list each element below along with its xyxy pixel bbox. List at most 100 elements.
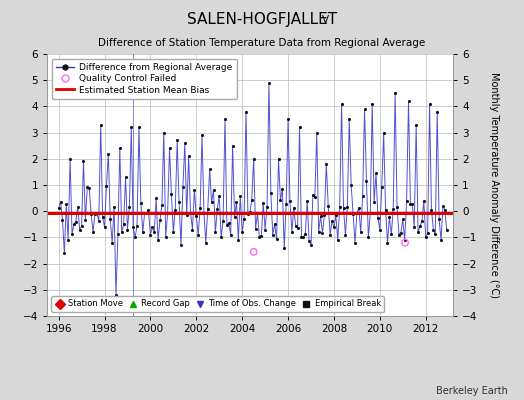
Point [362, 178, 370, 184]
Point [330, 224, 338, 230]
Point [225, 220, 233, 226]
Point [414, 229, 422, 235]
Point [137, 200, 145, 206]
Point [116, 145, 124, 152]
Point [152, 195, 160, 202]
Text: V: V [322, 15, 329, 25]
Point [119, 221, 128, 228]
Point [383, 240, 391, 246]
Point [54, 205, 63, 211]
Point [181, 140, 189, 146]
Point [208, 199, 216, 206]
Point [291, 223, 300, 230]
Point [368, 100, 376, 107]
Text: Berkeley Earth: Berkeley Earth [436, 386, 508, 396]
Point [73, 204, 82, 210]
Point [309, 191, 317, 198]
Point [140, 210, 149, 216]
Point [89, 229, 97, 235]
Point [161, 234, 170, 240]
Point [247, 197, 256, 203]
Point [150, 229, 158, 235]
Point [135, 124, 143, 130]
Point [234, 237, 243, 243]
Point [427, 206, 435, 213]
Text: Difference of Station Temperature Data from Regional Average: Difference of Station Temperature Data f… [99, 38, 425, 48]
Point [335, 204, 344, 210]
Point [72, 218, 80, 225]
Point [361, 106, 369, 112]
Point [110, 204, 118, 210]
Point [259, 200, 267, 206]
Point [171, 206, 179, 213]
Point [166, 145, 174, 152]
Point [320, 212, 329, 218]
Point [381, 207, 390, 213]
Point [286, 198, 294, 204]
Point [104, 150, 113, 157]
Point [429, 226, 438, 233]
Point [410, 224, 419, 230]
Point [425, 100, 434, 107]
Point [443, 227, 451, 233]
Point [231, 214, 239, 220]
Point [209, 187, 217, 193]
Point [138, 229, 147, 235]
Point [351, 240, 359, 246]
Point [284, 116, 292, 123]
Point [412, 122, 420, 128]
Point [278, 186, 287, 193]
Point [205, 166, 214, 172]
Point [324, 202, 332, 209]
Point [312, 129, 321, 136]
Point [328, 218, 336, 224]
Point [156, 217, 164, 224]
Point [370, 199, 378, 205]
Point [389, 206, 397, 212]
Point [215, 193, 223, 199]
Point [399, 216, 407, 222]
Point [265, 80, 273, 86]
Point [401, 240, 409, 246]
Point [64, 236, 72, 243]
Point [219, 218, 227, 224]
Point [203, 206, 212, 212]
Point [93, 210, 101, 216]
Point [420, 198, 428, 204]
Point [143, 210, 151, 216]
Point [179, 184, 187, 190]
Point [158, 202, 166, 208]
Point [314, 229, 323, 235]
Point [402, 198, 411, 204]
Point [353, 210, 361, 216]
Point [297, 234, 305, 240]
Point [423, 230, 432, 237]
Point [83, 184, 92, 190]
Point [305, 238, 313, 244]
Point [303, 198, 311, 204]
Point [175, 199, 183, 206]
Point [439, 203, 447, 210]
Point [326, 232, 334, 238]
Point [343, 204, 352, 210]
Point [406, 201, 414, 208]
Point [270, 221, 279, 227]
Point [58, 216, 67, 223]
Point [62, 201, 70, 208]
Point [192, 213, 201, 220]
Point [272, 236, 281, 242]
Point [236, 193, 245, 199]
Point [322, 161, 331, 167]
Point [301, 231, 310, 237]
Point [211, 229, 220, 235]
Point [163, 210, 172, 216]
Point [332, 212, 340, 219]
Point [79, 158, 88, 165]
Point [257, 233, 266, 240]
Point [280, 245, 288, 251]
Point [87, 211, 95, 217]
Point [177, 242, 185, 248]
Legend: Station Move, Record Gap, Time of Obs. Change, Empirical Break: Station Move, Record Gap, Time of Obs. C… [51, 296, 384, 312]
Point [146, 232, 155, 238]
Point [112, 292, 120, 298]
